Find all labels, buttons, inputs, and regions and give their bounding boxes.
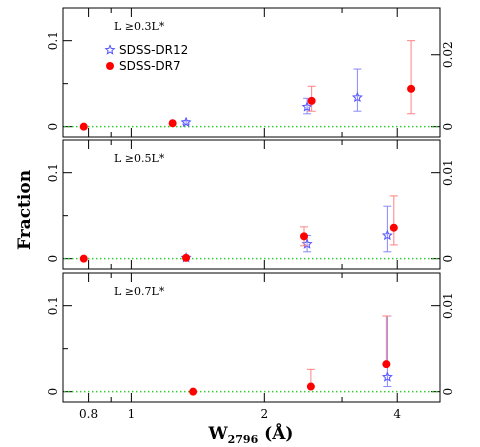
data-point-dr7 bbox=[382, 360, 391, 369]
data-point-dr12 bbox=[351, 91, 363, 103]
panel-3: 0 0.1 0 0.01 L ≥0.7L* 0.8 1 2 4 bbox=[46, 272, 455, 421]
panel-label: L ≥0.5L* bbox=[114, 152, 165, 165]
panel-frame bbox=[62, 7, 441, 138]
x-tick-label: 0.8 bbox=[79, 407, 98, 421]
data-point-dr7 bbox=[79, 122, 88, 131]
y2-tick-label: 0 bbox=[441, 255, 455, 263]
data-point-dr12 bbox=[180, 116, 192, 128]
y2-tick-label: 0.01 bbox=[441, 292, 455, 319]
panel-frame bbox=[62, 139, 441, 270]
data-point-dr7 bbox=[189, 387, 198, 396]
y2-tick-label: 0 bbox=[441, 123, 455, 131]
data-point-dr12 bbox=[381, 371, 393, 382]
panel-1: 0 0.1 0 0.02 L ≥0.3L* SDSS-DR12 SDSS-DR7 bbox=[46, 7, 455, 138]
y2-tick-label: 0.02 bbox=[441, 41, 455, 68]
data-point-dr7 bbox=[307, 96, 316, 105]
data-point-dr7 bbox=[306, 382, 315, 391]
data-point-dr12 bbox=[381, 229, 393, 241]
data-point-dr12 bbox=[301, 101, 313, 112]
y2-tick-label: 0.01 bbox=[441, 159, 455, 186]
y-axis-title: Fraction bbox=[15, 170, 35, 250]
panel-frame bbox=[62, 272, 441, 403]
x-tick-label: 1 bbox=[128, 407, 136, 421]
legend-circle-marker bbox=[106, 62, 114, 70]
legend-label: SDSS-DR7 bbox=[119, 59, 181, 73]
y-tick-label: 0.1 bbox=[46, 296, 60, 315]
data-point-dr7 bbox=[182, 253, 191, 262]
panel-label: L ≥0.7L* bbox=[114, 285, 165, 298]
data-point-dr7 bbox=[299, 232, 308, 241]
x-tick-label: 4 bbox=[393, 407, 401, 421]
legend-star-marker bbox=[104, 44, 116, 55]
panel-label: L ≥0.3L* bbox=[114, 20, 165, 33]
data-point-dr7 bbox=[407, 84, 416, 93]
y-tick-label: 0.1 bbox=[46, 163, 60, 182]
x-tick-label: 2 bbox=[260, 407, 268, 421]
data-point-dr7 bbox=[389, 223, 398, 232]
y-tick-label: 0.1 bbox=[46, 31, 60, 50]
y2-tick-label: 0 bbox=[441, 388, 455, 396]
data-point-dr7 bbox=[79, 254, 88, 263]
legend-label: SDSS-DR12 bbox=[119, 43, 188, 57]
x-axis-title: W2796 (Å) bbox=[208, 422, 294, 446]
y-tick-label: 0 bbox=[46, 388, 60, 396]
panel-2: 0 0.1 0 0.01 L ≥0.5L* bbox=[46, 139, 455, 270]
data-point-dr7 bbox=[168, 119, 177, 128]
y-tick-label: 0 bbox=[46, 255, 60, 263]
y-tick-label: 0 bbox=[46, 123, 60, 131]
